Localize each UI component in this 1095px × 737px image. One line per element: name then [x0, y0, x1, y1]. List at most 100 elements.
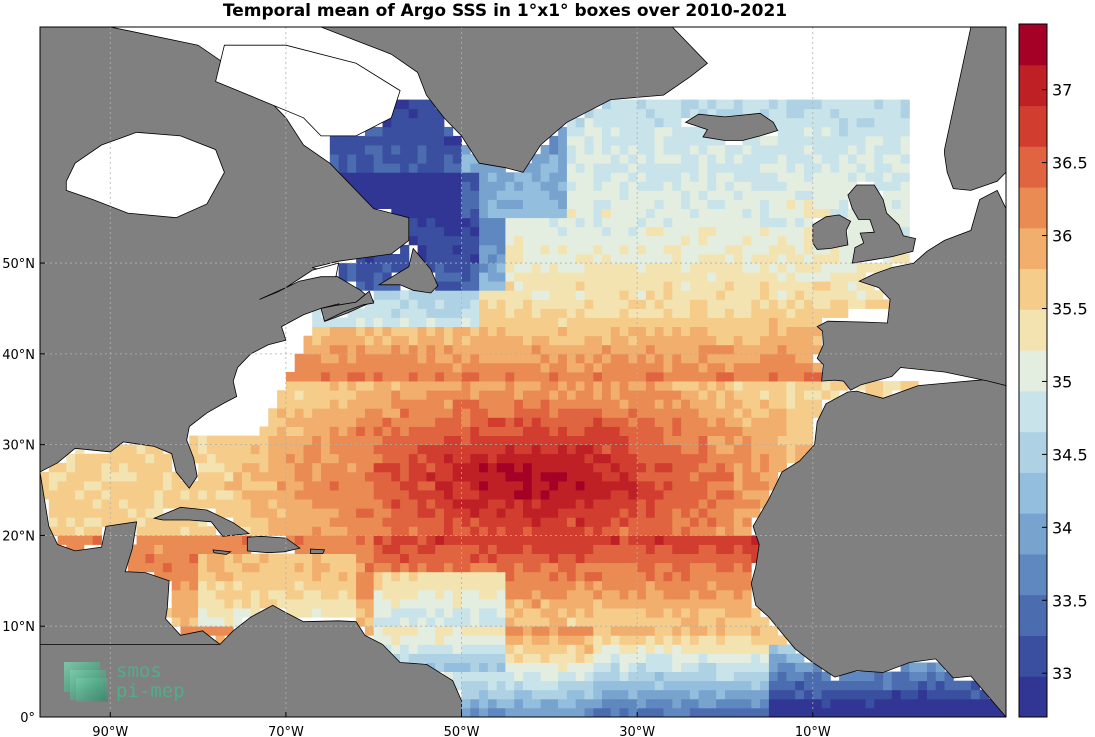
salinity-cell	[268, 508, 278, 518]
latitude-tick-label: 30°N	[2, 439, 35, 454]
salinity-cell	[496, 362, 506, 373]
salinity-cell	[487, 199, 498, 209]
salinity-cell	[672, 108, 682, 119]
salinity-cell	[426, 317, 436, 327]
salinity-cell	[505, 471, 515, 482]
salinity-cell	[364, 599, 375, 609]
salinity-cell	[487, 444, 498, 455]
salinity-cell	[312, 471, 322, 482]
salinity-cell	[338, 544, 348, 554]
salinity-cell	[628, 462, 638, 473]
salinity-cell	[215, 462, 225, 473]
salinity-cell	[470, 154, 480, 164]
salinity-cell	[584, 562, 594, 573]
salinity-cell	[865, 281, 875, 291]
salinity-cell	[566, 553, 577, 564]
salinity-cell	[795, 181, 805, 191]
salinity-cell	[821, 199, 831, 209]
longitude-tick-label: 10°W	[795, 725, 831, 737]
nova-scotia-land	[320, 290, 375, 322]
salinity-cell	[426, 263, 436, 273]
salinity-cell	[804, 126, 814, 137]
salinity-cell	[619, 680, 629, 691]
salinity-cell	[382, 390, 392, 400]
salinity-cell	[733, 508, 743, 518]
salinity-cell	[452, 435, 462, 446]
salinity-cell	[417, 417, 427, 427]
salinity-cell	[953, 689, 963, 700]
salinity-cell	[830, 199, 840, 209]
salinity-cell	[672, 698, 682, 709]
puerto-rico-land	[310, 548, 326, 554]
ireland-land	[812, 214, 852, 250]
salinity-cell	[891, 99, 901, 110]
salinity-cell	[689, 299, 700, 309]
salinity-cell	[162, 526, 173, 536]
salinity-cell	[602, 689, 612, 700]
salinity-cell	[452, 299, 462, 309]
salinity-cell	[654, 562, 664, 573]
salinity-cell	[584, 281, 594, 291]
salinity-cell	[514, 217, 524, 228]
salinity-cell	[804, 353, 814, 364]
salinity-cell	[417, 508, 427, 518]
salinity-cell	[768, 698, 779, 709]
salinity-cell	[426, 417, 436, 427]
salinity-cell	[619, 635, 629, 645]
salinity-cell	[725, 326, 735, 337]
salinity-cell	[593, 172, 603, 182]
salinity-cell	[856, 281, 866, 291]
salinity-cell	[707, 671, 717, 682]
salinity-cell	[461, 471, 471, 482]
salinity-cell	[435, 272, 445, 282]
salinity-cell	[935, 671, 945, 682]
salinity-cell	[628, 290, 638, 300]
salinity-cell	[373, 444, 383, 455]
salinity-cell	[689, 381, 700, 391]
salinity-cell	[628, 662, 638, 672]
salinity-cell	[628, 589, 638, 600]
salinity-cell	[681, 571, 691, 582]
salinity-cell	[681, 335, 691, 346]
salinity-cell	[540, 390, 550, 400]
salinity-cell	[584, 553, 594, 564]
salinity-cell	[733, 535, 743, 545]
salinity-cell	[505, 381, 515, 391]
salinity-cell	[768, 644, 779, 654]
salinity-cell	[681, 272, 691, 282]
salinity-cell	[602, 589, 612, 600]
salinity-cell	[865, 126, 875, 137]
salinity-cell	[136, 499, 146, 509]
salinity-cell	[303, 444, 313, 455]
salinity-cell	[804, 399, 814, 409]
salinity-cell	[962, 680, 972, 691]
salinity-cell	[523, 399, 533, 409]
salinity-cell	[602, 117, 612, 128]
salinity-cell	[672, 517, 682, 527]
salinity-cell	[461, 199, 471, 209]
salinity-cell	[321, 444, 331, 455]
salinity-cell	[356, 381, 366, 391]
salinity-cell	[584, 353, 594, 364]
salinity-cell	[277, 490, 287, 500]
salinity-cell	[356, 154, 366, 164]
salinity-cell	[435, 208, 445, 219]
salinity-cell	[839, 117, 849, 128]
salinity-cell	[610, 208, 620, 219]
salinity-cell	[435, 480, 445, 491]
salinity-cell	[83, 526, 94, 536]
salinity-cell	[119, 490, 129, 500]
salinity-cell	[285, 562, 296, 573]
salinity-cell	[171, 553, 181, 564]
salinity-cell	[119, 508, 129, 518]
salinity-cell	[452, 172, 462, 182]
salinity-cell	[408, 444, 418, 455]
salinity-cell	[444, 126, 454, 137]
salinity-cell	[145, 517, 155, 527]
salinity-cell	[461, 208, 471, 219]
salinity-cell	[716, 190, 726, 200]
salinity-cell	[566, 362, 577, 373]
salinity-cell	[373, 490, 383, 500]
salinity-cell	[426, 589, 436, 600]
salinity-cell	[505, 499, 515, 509]
